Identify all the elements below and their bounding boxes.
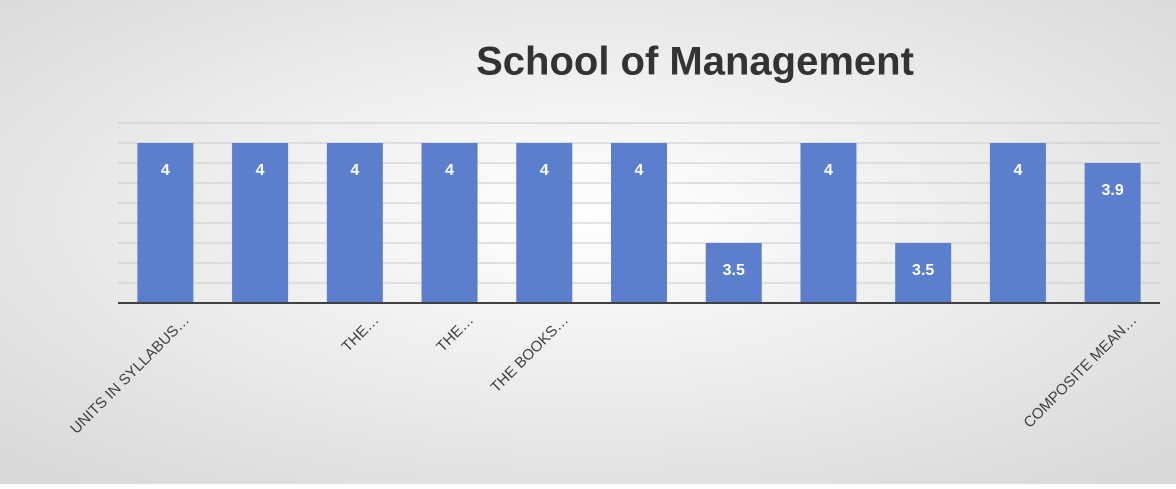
data-label: 4: [824, 162, 833, 179]
data-label: 4: [445, 162, 454, 179]
data-label: 4: [1013, 162, 1022, 179]
bar: [516, 143, 573, 303]
bar: [895, 243, 952, 303]
data-label: 4: [161, 162, 170, 179]
bar: [705, 243, 762, 303]
chart-title: School of Management: [476, 40, 914, 84]
data-label: 4: [350, 162, 359, 179]
bar: [421, 143, 478, 303]
data-label: 3.5: [912, 262, 934, 279]
bar: [1084, 163, 1141, 303]
bar: [137, 143, 194, 303]
bar: [800, 143, 857, 303]
bar: [611, 143, 667, 303]
data-label: 3.5: [723, 262, 745, 279]
data-label: 4: [635, 162, 644, 179]
data-label: 3.9: [1102, 182, 1124, 199]
data-label: 4: [256, 162, 265, 179]
data-label: 4: [540, 162, 549, 179]
bar: [232, 143, 289, 303]
bar: [989, 143, 1046, 303]
bar: [326, 143, 383, 303]
